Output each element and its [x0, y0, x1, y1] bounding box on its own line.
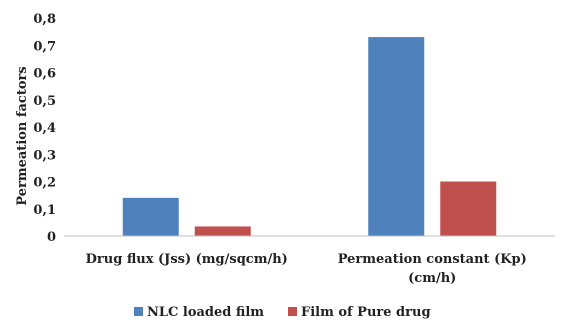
bars	[122, 37, 497, 237]
y-tick-label: 0,7	[33, 39, 56, 54]
legend-swatch	[288, 307, 297, 316]
legend-label: Film of Pure drug	[301, 305, 431, 320]
y-tick-label: 0,6	[33, 67, 56, 82]
y-tick-label: 0,5	[33, 94, 56, 109]
bar	[122, 197, 179, 236]
legend: NLC loaded film Film of Pure drug	[134, 305, 431, 320]
y-tick-label: 0,4	[33, 121, 56, 136]
y-axis-ticks: 0 0,1 0,2 0,3 0,4 0,5 0,6 0,7 0,8	[33, 12, 56, 245]
x-category-label: Permeation constant (Kp)	[338, 252, 527, 267]
x-axis-categories: Drug flux (Jss) (mg/sqcm/h) Permeation co…	[86, 252, 527, 286]
y-tick-label: 0	[47, 230, 56, 245]
legend-swatch	[134, 307, 143, 316]
y-tick-label: 0,8	[33, 12, 56, 27]
bar	[440, 181, 497, 236]
bar	[368, 37, 425, 237]
y-axis-label: Permeation factors	[15, 66, 30, 205]
y-tick-label: 0,2	[33, 176, 56, 191]
x-category-label: (cm/h)	[408, 271, 456, 286]
y-tick-label: 0,3	[33, 148, 56, 163]
x-category-label: Drug flux (Jss) (mg/sqcm/h)	[86, 252, 288, 267]
bar	[194, 226, 251, 236]
y-tick-label: 0,1	[33, 203, 56, 218]
legend-label: NLC loaded film	[147, 305, 264, 320]
